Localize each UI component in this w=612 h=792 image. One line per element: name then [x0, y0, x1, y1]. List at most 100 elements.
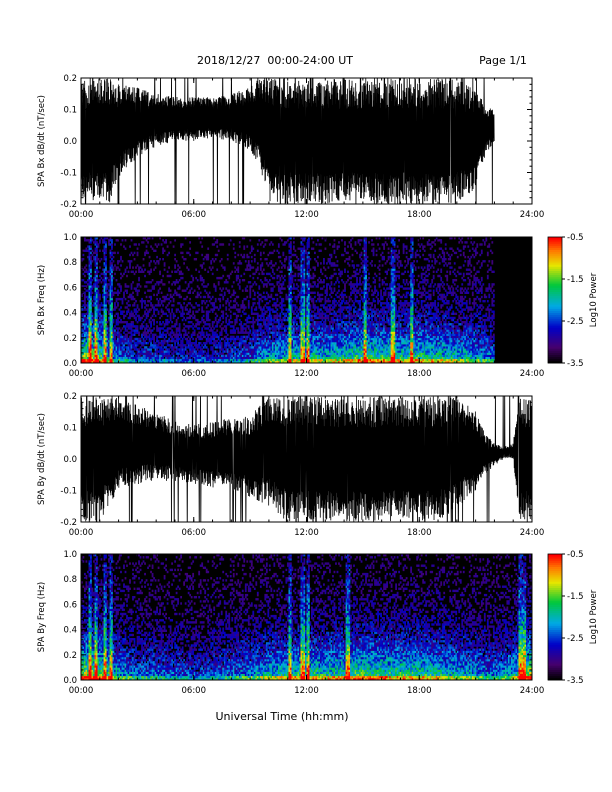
spectrogram-cell: [131, 332, 133, 334]
spectrogram-cell: [323, 279, 325, 281]
spectrogram-cell: [263, 315, 265, 317]
spectrogram-cell: [272, 323, 274, 325]
spectrogram-cell: [284, 266, 286, 268]
spectrogram-cell: [290, 315, 292, 317]
spectrogram-cell: [252, 266, 254, 268]
spectrogram-cell: [264, 334, 266, 336]
spectrogram-cell: [105, 250, 107, 252]
spectrogram-cell: [207, 248, 209, 250]
spectrogram-cell: [138, 334, 140, 336]
spectrogram-cell: [125, 269, 127, 271]
spectrogram-cell: [282, 277, 284, 279]
spectrogram-cell: [219, 319, 221, 321]
spectrogram-cell: [320, 300, 322, 302]
spectrogram-cell: [161, 281, 163, 283]
spectrogram-cell: [204, 296, 206, 298]
spectrogram-cell: [131, 327, 133, 329]
spectrogram-cell: [236, 317, 238, 319]
spectrogram-cell: [325, 321, 327, 323]
spectrogram-cell: [317, 239, 319, 241]
spectrogram-cell: [297, 290, 299, 292]
spectrogram-cell: [294, 250, 296, 252]
spectrogram-cell: [317, 283, 319, 285]
spectrogram-cell: [215, 298, 217, 300]
spectrogram-cell: [195, 340, 197, 342]
spectrogram-cell: [189, 317, 191, 319]
spectrogram-cell: [233, 248, 235, 250]
spectrogram-cell: [105, 256, 107, 258]
spectrogram-cell: [233, 281, 235, 283]
spectrogram-cell: [293, 262, 295, 264]
spectrogram-cell: [203, 258, 205, 260]
spectrogram-cell: [132, 254, 134, 256]
spectrogram-cell: [107, 296, 109, 298]
spectrogram-cell: [227, 254, 229, 256]
spectrogram-cell: [219, 350, 221, 352]
spectrogram-cell: [137, 254, 139, 256]
spectrogram-cell: [240, 315, 242, 317]
spectrogram-cell: [291, 271, 293, 273]
spectrogram-cell: [167, 294, 169, 296]
spectrogram-cell: [297, 296, 299, 298]
spectrogram-cell: [111, 296, 113, 298]
spectrogram-cell: [99, 279, 101, 281]
spectrogram-cell: [167, 342, 169, 344]
spectrogram-cell: [310, 313, 312, 315]
spectrogram-cell: [252, 327, 254, 329]
spectrogram-cell: [153, 323, 155, 325]
spectrogram-cell: [230, 346, 232, 348]
spectrogram-cell: [165, 346, 167, 348]
spectrogram-cell: [179, 357, 181, 359]
spectrogram-cell: [308, 260, 310, 262]
spectrogram-cell: [212, 325, 214, 327]
spectrogram-cell: [111, 283, 113, 285]
spectrogram-cell: [219, 340, 221, 342]
spectrogram-cell: [150, 317, 152, 319]
spectrogram-cell: [84, 306, 86, 308]
spectrogram-cell: [132, 321, 134, 323]
spectrogram-cell: [264, 338, 266, 340]
spectrogram-cell: [119, 283, 121, 285]
spectrogram-cell: [143, 325, 145, 327]
spectrogram-cell: [119, 332, 121, 334]
spectrogram-cell: [176, 292, 178, 294]
spectrogram-cell: [159, 298, 161, 300]
spectrogram-cell: [201, 355, 203, 357]
spectrogram-cell: [129, 254, 131, 256]
spectrogram-cell: [92, 287, 94, 289]
spectrogram-cell: [90, 241, 92, 243]
spectrogram-cell: [308, 273, 310, 275]
spectrogram-cell: [215, 285, 217, 287]
spectrogram-cell: [308, 266, 310, 268]
spectrogram-cell: [98, 302, 100, 304]
spectrogram-cell: [101, 277, 103, 279]
spectrogram-cell: [96, 283, 98, 285]
spectrogram-cell: [290, 302, 292, 304]
spectrogram-cell: [260, 266, 262, 268]
spectrogram-cell: [129, 262, 131, 264]
spectrogram-cell: [150, 348, 152, 350]
spectrogram-cell: [111, 315, 113, 317]
spectrogram-cell: [221, 342, 223, 344]
spectrogram-cell: [194, 306, 196, 308]
spectrogram-cell: [170, 275, 172, 277]
spectrogram-cell: [131, 283, 133, 285]
spectrogram-cell: [290, 298, 292, 300]
spectrogram-cell: [137, 321, 139, 323]
spectrogram-cell: [119, 292, 121, 294]
spectrogram-cell: [233, 325, 235, 327]
spectrogram-cell: [237, 283, 239, 285]
spectrogram-cell: [269, 313, 271, 315]
spectrogram-cell: [183, 353, 185, 355]
spectrogram-cell: [83, 273, 85, 275]
spectrogram-cell: [313, 311, 315, 313]
spectrogram-cell: [134, 302, 136, 304]
spectrogram-cell: [155, 243, 157, 245]
y-tick-label: 0.0: [63, 137, 77, 147]
spectrogram-cell: [155, 266, 157, 268]
spectrogram-cell: [105, 258, 107, 260]
spectrogram-cell: [267, 294, 269, 296]
spectrogram-cell: [228, 277, 230, 279]
spectrogram-cell: [261, 300, 263, 302]
spectrogram-cell: [197, 319, 199, 321]
